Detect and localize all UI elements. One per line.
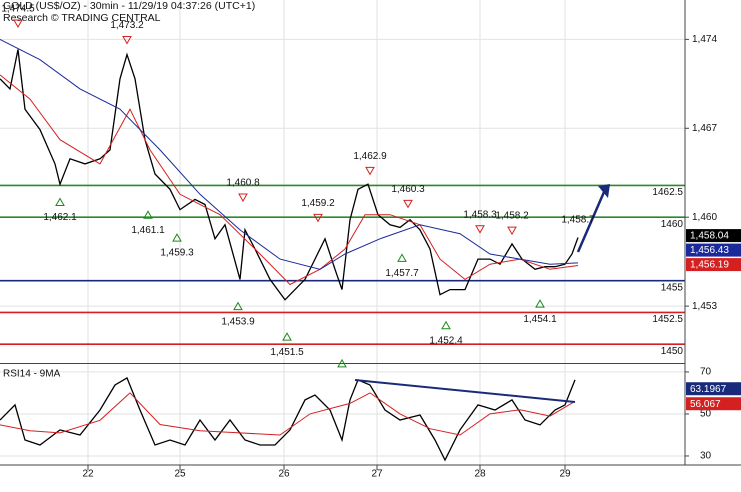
- low-marker: [172, 233, 182, 242]
- annotation-label: 1,460.8: [226, 178, 260, 189]
- x-tick-label: 29: [559, 469, 571, 480]
- level-label: 1452.5: [652, 314, 683, 325]
- annotation-label: 1,451.5: [270, 347, 304, 358]
- annotation-label: 1,462.9: [353, 151, 387, 162]
- level-label: 1460: [661, 219, 684, 230]
- price-tag-label: 1,458.04: [690, 231, 729, 242]
- y-tick-label: 50: [700, 409, 712, 420]
- annotation-label: 1,459.2: [301, 198, 335, 209]
- level-label: 1462.5: [652, 187, 683, 198]
- high-marker: [313, 213, 323, 223]
- series-line: [0, 377, 576, 462]
- high-marker: [507, 226, 517, 236]
- annotation-label: 1,452.4: [429, 335, 463, 346]
- y-tick-label: 1,474: [692, 34, 717, 45]
- annotation-label: 1,458.3: [463, 209, 497, 220]
- y-tick-label: 70: [700, 367, 712, 378]
- annotation-label: 1,458.7: [561, 214, 595, 225]
- annotation-label: 1,454.1: [523, 314, 557, 325]
- annotation-label: 1,457.7: [385, 268, 419, 279]
- plot-layer: [0, 38, 685, 462]
- trend-arrow: [576, 191, 606, 253]
- high-marker: [475, 225, 485, 234]
- level-label: 1450: [661, 346, 684, 357]
- low-marker: [55, 197, 65, 207]
- high-marker: [13, 19, 23, 29]
- chart-title: GOLD (US$/OZ) - 30min - 11/29/19 04:37:2…: [3, 0, 255, 12]
- low-marker: [441, 320, 451, 330]
- chart-subtitle: Research © TRADING CENTRAL: [3, 12, 161, 24]
- y-tick-label: 1,453: [692, 301, 717, 312]
- price-tag-label: 56.067: [690, 399, 721, 410]
- annotation-label: 1,462.1: [43, 212, 77, 223]
- price-tag-label: 1,456.43: [690, 245, 729, 256]
- annotation-label: 1,460.3: [391, 184, 425, 195]
- high-marker: [238, 193, 248, 203]
- y-tick-label: 30: [700, 451, 712, 462]
- price-tag: [686, 258, 741, 272]
- price-tag: [686, 397, 741, 411]
- price-tag: [686, 243, 741, 257]
- x-tick-label: 27: [371, 469, 383, 480]
- annotation-label: 1,453.9: [221, 316, 255, 327]
- series-line: [0, 49, 579, 301]
- low-marker: [282, 332, 292, 341]
- low-marker: [233, 301, 243, 311]
- high-marker: [403, 199, 413, 209]
- annotation-label: 1,461.1: [131, 225, 165, 236]
- annotation-label: 1,458.2: [495, 211, 529, 222]
- x-tick-label: 28: [474, 469, 486, 480]
- y-tick-label: 1,460: [692, 212, 717, 223]
- series-line: [0, 392, 576, 436]
- high-marker: [122, 36, 132, 45]
- annotation-label: 1,474.5: [1, 4, 35, 15]
- annotation-label: 1,459.3: [160, 248, 194, 259]
- rsi-trendline: [354, 379, 576, 403]
- series-line: [0, 38, 579, 270]
- trend-arrow-head: [598, 184, 610, 198]
- level-label: 1455: [661, 282, 684, 293]
- annotation-label: 1,473.2: [110, 20, 144, 31]
- low-marker: [535, 299, 545, 308]
- price-tag-label: 1,456.19: [690, 260, 729, 271]
- low-marker: [143, 210, 153, 219]
- x-tick-label: 22: [82, 469, 94, 480]
- x-tick-label: 25: [174, 469, 186, 480]
- price-tag: [686, 382, 741, 396]
- rsi-title: RSI14 - 9MA: [3, 369, 61, 380]
- price-tag: [686, 229, 741, 243]
- high-marker: [365, 166, 375, 176]
- y-tick-label: 1,467: [692, 123, 717, 134]
- price-tag-label: 63.1967: [690, 384, 727, 395]
- x-tick-label: 26: [278, 469, 290, 480]
- low-marker: [337, 358, 347, 368]
- low-marker: [397, 253, 407, 262]
